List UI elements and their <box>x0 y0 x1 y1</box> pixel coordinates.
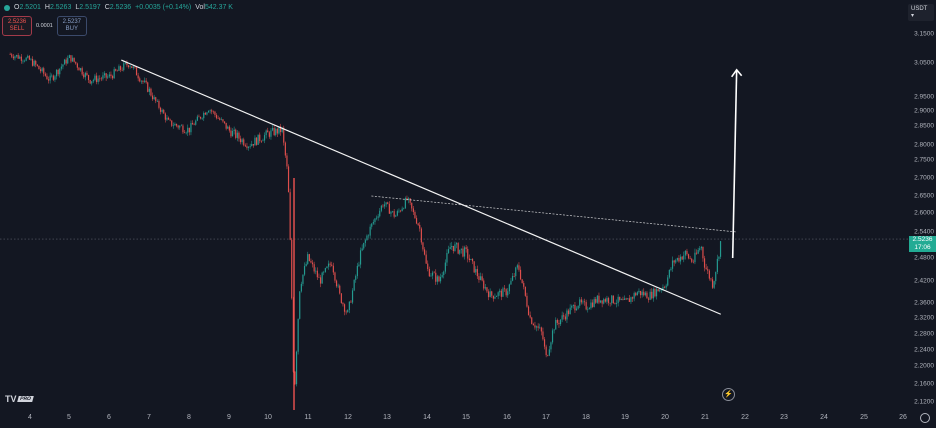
high-label: H <box>44 4 50 11</box>
time-tick: 20 <box>661 414 669 421</box>
ohlc-legend: O2.5201 H2.5263 L2.5197 C2.5236 +0.0035 … <box>4 4 233 11</box>
currency-label: USDT <box>911 6 928 12</box>
low-label: L <box>75 4 80 11</box>
time-tick: 19 <box>621 414 629 421</box>
price-tick: 2.1600 <box>914 380 934 388</box>
trade-buttons: 2.5236 SELL 0.0001 2.5237 BUY <box>2 16 87 36</box>
sell-button[interactable]: 2.5236 SELL <box>2 16 32 36</box>
logo-mark: TV <box>5 394 17 404</box>
time-tick: 5 <box>67 414 71 421</box>
last-price-label: 2.5236 17:06 <box>909 236 936 252</box>
last-price-value: 2.5236 <box>912 236 933 243</box>
price-tick: 2.3600 <box>914 299 934 307</box>
arrow-head-icon <box>731 68 743 78</box>
horizontal-resistance-line[interactable] <box>371 195 737 233</box>
time-tick: 22 <box>741 414 749 421</box>
sell-price: 2.5236 <box>7 19 27 26</box>
breakout-arrow[interactable] <box>731 69 738 259</box>
symbol-status-icon <box>4 4 10 11</box>
price-tick: 2.1200 <box>914 398 934 406</box>
buy-price: 2.5237 <box>62 19 81 26</box>
time-tick: 15 <box>462 414 470 421</box>
volume-value: 542.37 K <box>204 4 233 11</box>
price-tick: 2.8500 <box>914 122 934 130</box>
price-tick: 3.0500 <box>914 59 934 67</box>
price-tick: 2.6000 <box>914 209 934 217</box>
price-tick: 2.4800 <box>914 254 934 262</box>
descending-trendline[interactable] <box>121 59 722 315</box>
time-tick: 10 <box>264 414 272 421</box>
price-tick: 2.3200 <box>914 314 934 322</box>
settings-gear-icon[interactable] <box>920 413 930 423</box>
time-tick: 21 <box>701 414 709 421</box>
close-label: C <box>104 4 110 11</box>
time-axis[interactable]: 4 5 6 7 8 9 10 11 12 13 14 15 16 17 18 19 20 21 22 23 24 25 26 <box>0 410 930 428</box>
time-tick: 12 <box>344 414 352 421</box>
time-tick: 13 <box>383 414 391 421</box>
replay-lightning-icon[interactable]: ⚡ <box>722 388 735 401</box>
time-tick: 24 <box>820 414 828 421</box>
price-tick: 2.2800 <box>914 330 934 338</box>
price-tick: 2.7500 <box>914 156 934 164</box>
price-tick: 2.8000 <box>914 141 934 149</box>
time-tick: 11 <box>304 414 312 421</box>
time-tick: 26 <box>899 414 907 421</box>
open-label: O <box>14 4 20 11</box>
time-tick: 6 <box>107 414 111 421</box>
time-tick: 16 <box>503 414 511 421</box>
time-tick: 8 <box>187 414 191 421</box>
price-axis[interactable]: USDT ▾ 3.1500 3.0500 2.9500 2.9000 2.8500 2.8… <box>908 0 936 428</box>
time-tick: 14 <box>423 414 431 421</box>
buy-button[interactable]: 2.5237 BUY <box>56 16 87 36</box>
time-tick: 23 <box>780 414 788 421</box>
volume-label: Vol <box>195 4 205 11</box>
price-tick: 2.7000 <box>914 174 934 182</box>
time-tick: 7 <box>147 414 151 421</box>
currency-selector[interactable]: USDT ▾ <box>908 4 934 21</box>
price-tick: 2.5400 <box>914 228 934 236</box>
price-tick: 2.9000 <box>914 107 934 115</box>
sell-label: SELL <box>9 26 25 32</box>
price-chart[interactable] <box>0 0 908 411</box>
low-value: 2.5197 <box>79 4 101 11</box>
tradingview-logo[interactable]: TV PRO <box>5 394 34 404</box>
chart-pane[interactable]: O2.5201 H2.5263 L2.5197 C2.5236 +0.0035 … <box>0 0 908 411</box>
price-tick: 2.2400 <box>914 346 934 354</box>
time-tick: 4 <box>28 414 32 421</box>
price-tick: 2.2000 <box>914 362 934 370</box>
time-tick: 18 <box>582 414 590 421</box>
price-tick: 3.1500 <box>914 30 934 38</box>
time-tick: 9 <box>227 414 231 421</box>
price-tick: 2.9500 <box>914 93 934 101</box>
time-tick: 17 <box>542 414 550 421</box>
high-value: 2.5263 <box>49 4 72 11</box>
pro-badge: PRO <box>16 396 34 402</box>
buy-label: BUY <box>65 26 78 32</box>
price-tick: 2.4200 <box>914 277 934 285</box>
open-value: 2.5201 <box>19 4 41 11</box>
bar-countdown: 17:06 <box>914 244 931 251</box>
close-value: 2.5236 <box>109 4 132 11</box>
spread-value: 0.0001 <box>36 23 53 29</box>
price-tick: 2.6500 <box>914 192 934 200</box>
change-value: +0.0035 (+0.14%) <box>135 4 192 11</box>
time-tick: 25 <box>860 414 868 421</box>
